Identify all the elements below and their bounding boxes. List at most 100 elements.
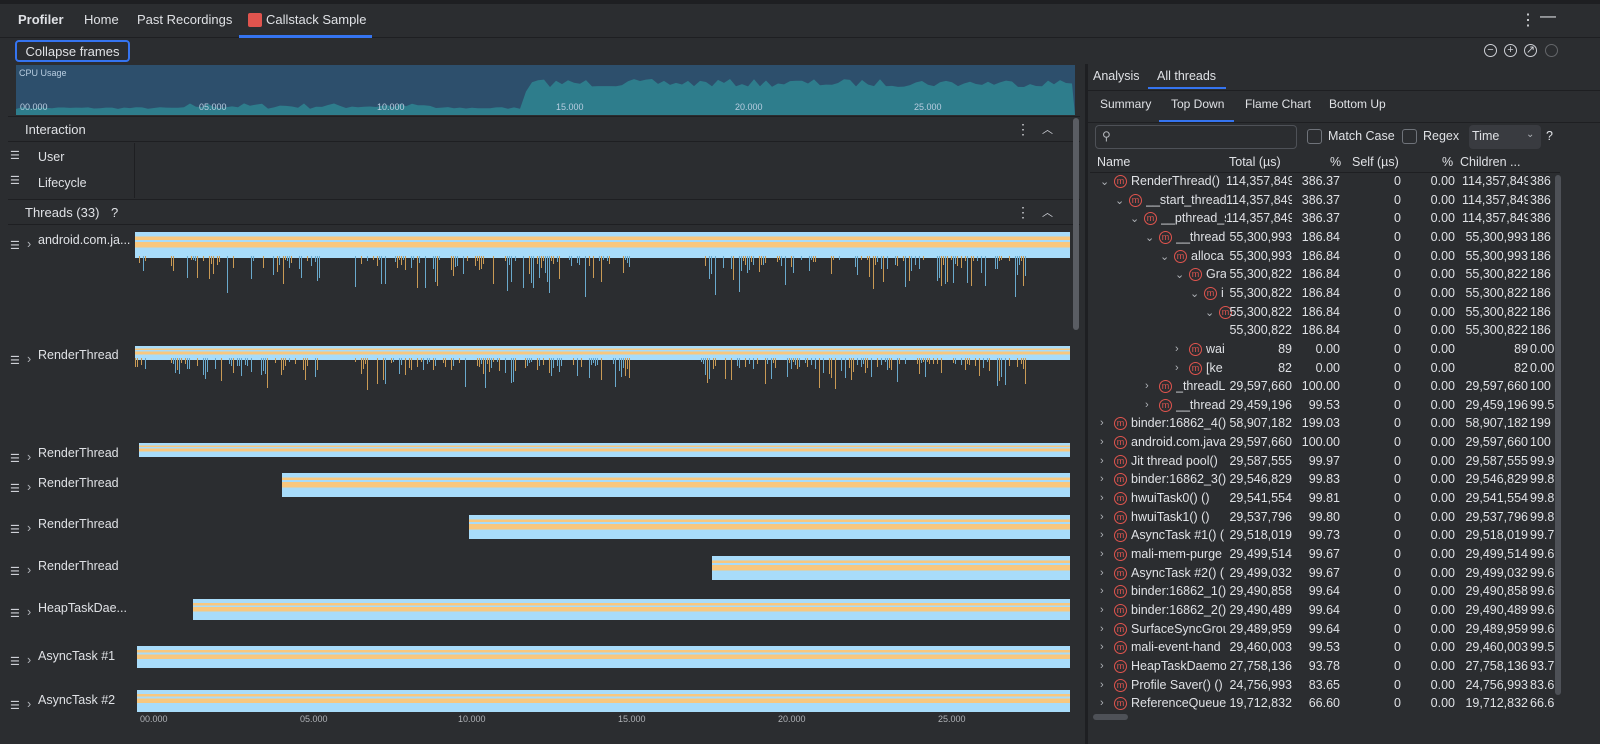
filter-icon[interactable]: ☰ bbox=[10, 355, 20, 367]
subtab-flame-chart[interactable]: Flame Chart bbox=[1245, 97, 1312, 111]
table-row[interactable]: › m hwuiTask1() () 29,537,796 99.80 0 0.00 29,5… bbox=[1090, 509, 1560, 528]
table-row[interactable]: › m binder:16862_3() 29,546,829 99.83 0 0.00 29… bbox=[1090, 471, 1560, 490]
chevron-right-icon[interactable]: › bbox=[1100, 659, 1104, 672]
filter-icon[interactable]: ☰ bbox=[10, 524, 20, 536]
chevron-right-icon[interactable]: › bbox=[1100, 678, 1104, 691]
thread-track-bar[interactable] bbox=[135, 232, 1070, 258]
expand-chevron-icon[interactable]: › bbox=[27, 480, 32, 494]
thread-track-bar[interactable] bbox=[469, 515, 1070, 539]
chevron-right-icon[interactable]: › bbox=[1100, 548, 1104, 560]
reset-zoom-icon[interactable]: ↗ bbox=[1524, 44, 1537, 57]
thread-label[interactable]: RenderThread bbox=[38, 517, 119, 531]
help-icon[interactable]: ? bbox=[111, 205, 119, 220]
chevron-down-icon[interactable]: ⌄ bbox=[1115, 194, 1125, 207]
match-case-checkbox[interactable] bbox=[1307, 129, 1322, 144]
filter-icon[interactable]: ☰ bbox=[10, 175, 20, 187]
filter-icon[interactable]: ☰ bbox=[10, 608, 20, 620]
table-row[interactable]: › m SurfaceSyncGrou 29,489,959 99.64 0 0.00 29,… bbox=[1090, 621, 1560, 640]
filter-icon[interactable]: ☰ bbox=[10, 566, 20, 578]
expand-chevron-icon[interactable]: › bbox=[27, 605, 32, 619]
table-row[interactable]: ⌄ m 55,300,822 186.84 0 0.00 55,300,822 186 bbox=[1090, 304, 1560, 323]
thread-label[interactable]: AsyncTask #2 bbox=[38, 693, 116, 707]
panel-splitter[interactable] bbox=[1085, 64, 1088, 744]
table-row[interactable]: › m android.com.java 29,597,660 100.00 0 0.00 2… bbox=[1090, 434, 1560, 453]
time-select[interactable]: Time ⌄ bbox=[1469, 125, 1541, 149]
column-name[interactable]: Name bbox=[1097, 155, 1131, 169]
zoom-out-icon[interactable]: − bbox=[1484, 44, 1497, 57]
table-row[interactable]: ⌄ m RenderThread() 114,357,849 386.37 0 0.00 11… bbox=[1090, 173, 1560, 192]
chevron-down-icon[interactable]: ⌄ bbox=[1205, 306, 1215, 319]
table-row[interactable]: › m _threadL 29,597,660 100.00 0 0.00 29,597,66… bbox=[1090, 378, 1560, 397]
collapse-icon[interactable]: ︿ bbox=[1042, 207, 1053, 219]
expand-chevron-icon[interactable]: › bbox=[27, 450, 32, 464]
more-options-icon[interactable]: ⋮ bbox=[1520, 12, 1536, 29]
table-row[interactable]: › m __thread 29,459,196 99.53 0 0.00 29,459,196… bbox=[1090, 397, 1560, 416]
chevron-down-icon[interactable]: ⌄ bbox=[1190, 287, 1200, 300]
horizontal-scrollbar[interactable] bbox=[1093, 714, 1128, 720]
filter-icon[interactable]: ☰ bbox=[10, 150, 20, 162]
column-children[interactable]: Children ... bbox=[1460, 155, 1521, 169]
chevron-down-icon[interactable]: ⌄ bbox=[1175, 269, 1185, 282]
chevron-right-icon[interactable]: › bbox=[1100, 529, 1104, 542]
chevron-right-icon[interactable]: › bbox=[1175, 342, 1179, 355]
chevron-down-icon[interactable]: ⌄ bbox=[1100, 176, 1110, 188]
subtab-summary[interactable]: Summary bbox=[1100, 97, 1152, 111]
chevron-right-icon[interactable]: › bbox=[1100, 603, 1104, 616]
tab-callstack-sample[interactable]: Callstack Sample bbox=[266, 12, 367, 27]
thread-track-bar[interactable] bbox=[712, 556, 1070, 580]
thread-label[interactable]: RenderThread bbox=[38, 446, 119, 460]
table-row[interactable]: 55,300,822 186.84 0 0.00 55,300,822 186 bbox=[1090, 322, 1560, 341]
thread-track-bar[interactable] bbox=[139, 443, 1070, 457]
thread-track-bar[interactable] bbox=[137, 690, 1070, 712]
table-row[interactable]: ⌄ m __thread 55,300,993 186.84 0 0.00 55,300,99… bbox=[1090, 229, 1560, 248]
expand-chevron-icon[interactable]: › bbox=[27, 237, 32, 251]
table-row[interactable]: › m HeapTaskDaemo 27,758,136 93.78 0 0.00 27,75… bbox=[1090, 658, 1560, 677]
minimize-icon[interactable]: — bbox=[1540, 8, 1556, 25]
thread-track-bar[interactable] bbox=[135, 346, 1070, 360]
thread-label[interactable]: RenderThread bbox=[38, 348, 119, 362]
expand-chevron-icon[interactable]: › bbox=[27, 653, 32, 667]
thread-tracks[interactable]: ☰ › android.com.ja... ☰ › RenderThread ☰ › Rende… bbox=[0, 0, 1085, 744]
chevron-right-icon[interactable]: › bbox=[1145, 398, 1149, 411]
table-row[interactable]: ⌄ m Gra 55,300,822 186.84 0 0.00 55,300,822 186 bbox=[1090, 266, 1560, 285]
chevron-down-icon[interactable]: ⌄ bbox=[1160, 250, 1170, 263]
tab-analysis[interactable]: Analysis bbox=[1093, 69, 1140, 83]
chevron-right-icon[interactable]: › bbox=[1145, 380, 1149, 393]
table-row[interactable]: › m binder:16862_4() 58,907,182 199.03 0 0.00 5… bbox=[1090, 415, 1560, 434]
table-row[interactable]: › m mali-mem-purge 29,499,514 99.67 0 0.00 29,4… bbox=[1090, 546, 1560, 565]
chevron-right-icon[interactable]: › bbox=[1100, 454, 1104, 467]
filter-icon[interactable]: ☰ bbox=[10, 700, 20, 712]
filter-icon[interactable]: ☰ bbox=[10, 656, 20, 668]
table-row[interactable]: › m ReferenceQueue 19,712,832 66.60 0 0.00 19,7… bbox=[1090, 695, 1560, 714]
chevron-right-icon[interactable]: › bbox=[1100, 622, 1104, 635]
tracks-scrollbar[interactable] bbox=[1073, 118, 1079, 330]
expand-chevron-icon[interactable]: › bbox=[27, 563, 32, 577]
table-scrollbar[interactable] bbox=[1555, 175, 1561, 695]
table-row[interactable]: › m AsyncTask #2() (29,499,032 99.67 0 0.00 29… bbox=[1090, 565, 1560, 584]
thread-track-bar[interactable] bbox=[193, 599, 1070, 620]
subtab-bottom-up[interactable]: Bottom Up bbox=[1329, 97, 1386, 111]
chevron-right-icon[interactable]: › bbox=[1100, 510, 1104, 523]
filter-icon[interactable]: ☰ bbox=[10, 240, 20, 252]
chevron-right-icon[interactable]: › bbox=[1100, 585, 1104, 598]
chevron-right-icon[interactable]: › bbox=[1100, 566, 1104, 579]
table-row[interactable]: › m binder:16862_1() 29,490,858 99.64 0 0.00 29… bbox=[1090, 583, 1560, 602]
column-total-percent[interactable]: % bbox=[1330, 155, 1342, 169]
thread-label[interactable]: android.com.ja... bbox=[38, 233, 131, 247]
thread-label[interactable]: HeapTaskDae... bbox=[38, 601, 127, 615]
filter-icon[interactable]: ☰ bbox=[10, 483, 20, 495]
regex-checkbox[interactable] bbox=[1402, 129, 1417, 144]
zoom-in-icon[interactable]: + bbox=[1504, 44, 1517, 57]
table-row[interactable]: › m Jit thread pool() 29,587,555 99.97 0 0.00 2… bbox=[1090, 453, 1560, 472]
expand-chevron-icon[interactable]: › bbox=[27, 697, 32, 711]
table-row[interactable]: › m binder:16862_2() 29,490,489 99.64 0 0.00 29… bbox=[1090, 602, 1560, 621]
column-total[interactable]: Total (µs) bbox=[1229, 155, 1281, 169]
chevron-down-icon[interactable]: ⌄ bbox=[1145, 231, 1155, 244]
attach-icon[interactable] bbox=[1545, 44, 1558, 57]
subtab-top-down[interactable]: Top Down bbox=[1171, 97, 1225, 111]
help-icon[interactable]: ? bbox=[1546, 129, 1553, 143]
collapse-icon[interactable]: ︿ bbox=[1042, 124, 1053, 136]
chevron-right-icon[interactable]: › bbox=[1175, 361, 1179, 374]
search-input[interactable]: ⚲ bbox=[1095, 125, 1297, 149]
column-self-percent[interactable]: % bbox=[1442, 155, 1454, 169]
